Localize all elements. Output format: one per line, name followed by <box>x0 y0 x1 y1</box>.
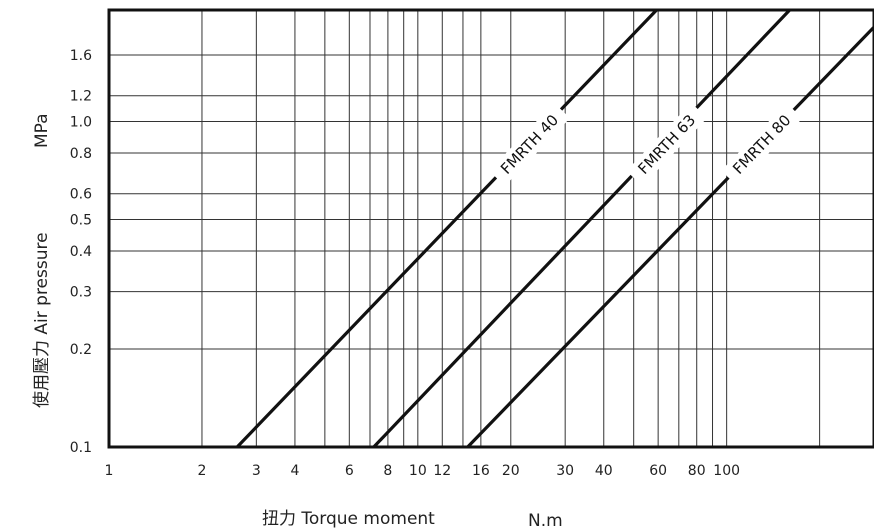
series-label-group: FMRTH 80 <box>721 103 803 186</box>
series-label-background <box>489 102 571 186</box>
y-axis-label: 使用壓力 Air pressure <box>31 232 52 408</box>
x-tick-label: 4 <box>290 463 299 479</box>
grid <box>108 10 874 448</box>
series-lines <box>236 8 874 449</box>
x-tick-label: 2 <box>198 463 207 479</box>
x-tick-label: 8 <box>383 463 392 479</box>
y-tick-label: 1.6 <box>70 48 92 64</box>
y-tick-label: 1.2 <box>70 89 92 105</box>
y-tick-label: 0.1 <box>70 440 92 456</box>
series-line <box>466 25 874 449</box>
y-axis-unit: MPa <box>32 113 52 148</box>
x-tick-label: 12 <box>433 463 451 479</box>
y-tick-labels: 0.1 0.2 0.3 0.4 0.5 0.6 0.8 1.0 1.2 1.6 <box>70 48 92 456</box>
x-tick-label: 3 <box>252 463 261 479</box>
y-tick-label: 0.4 <box>70 244 92 260</box>
x-tick-label: 1 <box>105 463 114 479</box>
y-tick-label: 0.6 <box>70 187 92 203</box>
y-tick-label: 0.5 <box>70 212 92 228</box>
x-axis-label: 扭力 Torque moment <box>262 509 435 529</box>
x-tick-labels: 1 2 3 4 6 8 10 12 16 20 30 40 60 80 100 <box>105 463 740 479</box>
y-tick-label: 0.8 <box>70 146 92 162</box>
series-label-group: FMRTH 40 <box>489 102 571 186</box>
plot-frame <box>107 8 874 449</box>
series-label-background <box>721 103 803 186</box>
series-line <box>236 8 658 449</box>
x-tick-label: 80 <box>688 463 706 479</box>
series-label-background <box>626 102 708 187</box>
x-tick-label: 16 <box>472 463 490 479</box>
x-tick-label: 10 <box>409 463 427 479</box>
series-label-group: FMRTH 63 <box>626 102 708 187</box>
x-tick-label: 6 <box>345 463 354 479</box>
y-tick-label: 1.0 <box>70 114 92 130</box>
x-tick-label: 20 <box>502 463 520 479</box>
y-tick-label: 0.2 <box>70 342 92 358</box>
x-tick-label: 60 <box>649 463 667 479</box>
x-tick-label: 30 <box>556 463 574 479</box>
x-tick-label: 40 <box>595 463 613 479</box>
series-line <box>372 8 791 449</box>
series-labels: FMRTH 40 FMRTH 63 FMRTH 80 <box>489 102 803 187</box>
x-axis-unit: N.m <box>528 511 563 531</box>
y-tick-label: 0.3 <box>70 285 92 301</box>
x-tick-label: 100 <box>713 463 740 479</box>
